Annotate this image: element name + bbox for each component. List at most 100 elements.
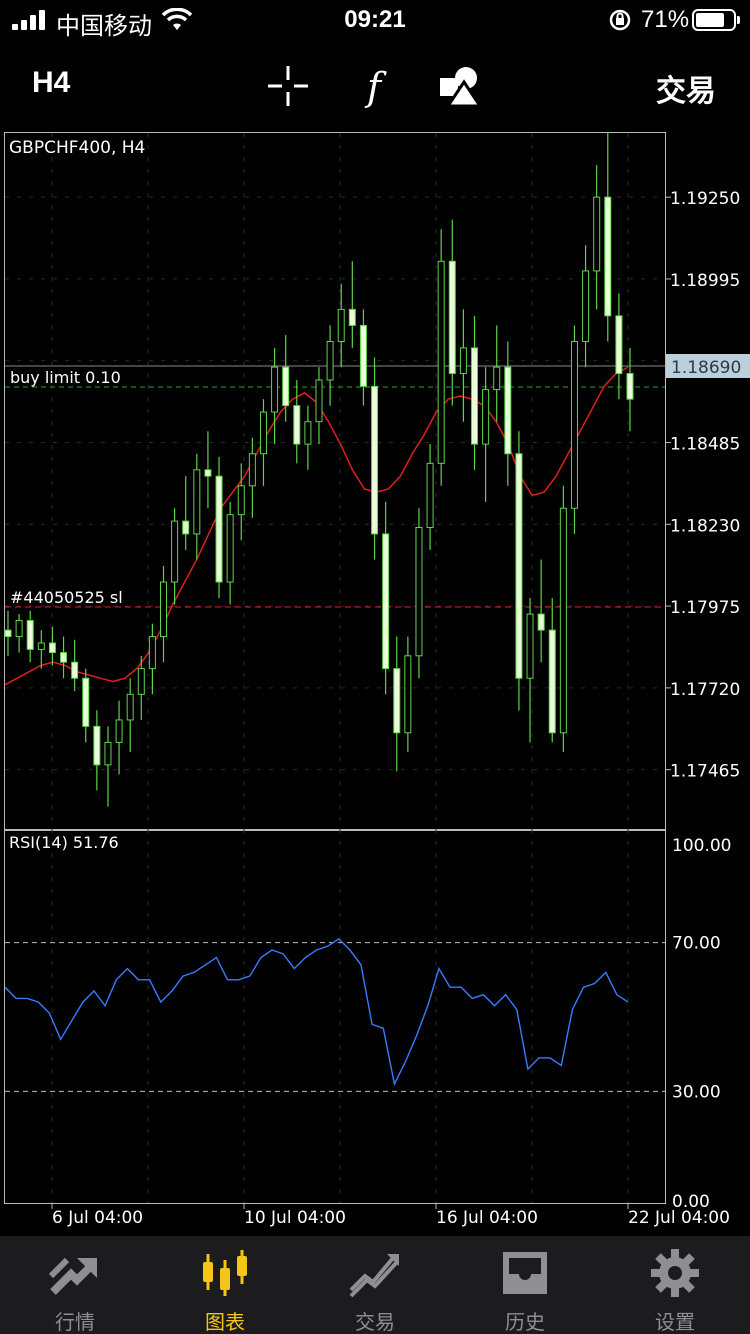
nav-chart[interactable]: 图表 [150,1236,300,1334]
battery-percent: 71% [641,6,690,33]
candle-body [448,260,456,375]
settings-icon [651,1249,699,1297]
price-tick-label: 1.17975 [670,598,740,618]
candle-body [426,462,434,529]
candle-body [126,693,134,721]
candle-body [615,315,623,375]
history-icon [503,1252,547,1294]
candle-body [304,421,312,445]
chart-title: GBPCHF400, H4 [9,138,145,158]
price-axis: 1.192501.189951.187401.184851.182301.179… [665,189,740,782]
candle-body [326,340,334,381]
trade-levels [5,365,665,608]
candle-body [93,725,101,766]
price-tick-label: 1.18485 [670,435,740,455]
trade-button[interactable]: 交易 [656,74,716,109]
candle-body [371,385,379,535]
battery-icon [692,9,740,31]
candle-body [148,636,156,670]
candle-body [137,668,145,695]
time-axis: 6 Jul 04:00 10 Jul 04:00 16 Jul 04:00 22 Ju… [51,1203,730,1228]
candle-body [393,668,401,734]
candle-body [315,379,323,423]
candle-body [4,629,12,638]
candle-body [504,366,512,455]
rsi-tick-label: 0.00 [672,1192,710,1212]
candle-body [215,475,223,583]
current-price: 1.18690 [671,358,741,378]
svg-text:f: f [364,65,387,109]
carrier-name: 中国移动 [56,12,152,40]
candle-body [382,533,390,670]
rsi-indicator [4,938,665,1092]
clock: 09:21 [344,6,406,33]
candle-body [559,507,567,734]
rsi-panel-frame [4,830,666,1204]
candle-body [493,366,501,391]
candle-body [182,520,190,535]
candle-body [482,389,490,445]
candle-body [459,347,467,375]
rsi-tick-label: 100.00 [672,836,731,856]
orientation-lock-icon [609,9,631,31]
shapes-icon[interactable] [436,62,484,110]
chart-grid [5,133,665,1203]
candle-body [115,719,123,743]
rsi-axis: 100.00 70.00 30.00 0.00 [672,836,731,1212]
candle-body [248,453,256,487]
nav-label-quotes: 行情 [55,1310,95,1334]
status-bar: 中国移动 09:21 71% [0,0,750,40]
candle-body [437,260,445,464]
candle-body [193,469,201,535]
candle-body [471,347,478,445]
buy-limit-label: buy limit 0.10 [10,368,121,387]
candle-body [271,366,279,413]
candle-body [60,652,68,663]
candle-body [282,366,290,407]
main-panel-frame [4,132,666,830]
stop-loss-label: #44050525 sl [10,588,123,607]
candle-body [526,613,534,679]
rsi-line [4,938,629,1087]
quotes-icon [48,1257,97,1295]
chart-area[interactable]: 1.192501.189951.187401.184851.182301.179… [0,128,750,1234]
crosshair-icon[interactable] [264,62,312,110]
price-tick-label: 1.17720 [670,680,740,700]
candle-body [604,196,612,317]
candle-body [226,514,234,583]
nav-history[interactable]: 历史 [450,1236,600,1334]
time-tick-label: 10 Jul 04:00 [244,1208,346,1228]
candle-body [415,527,423,657]
function-icon[interactable]: f [350,62,398,110]
candle-body [237,485,245,516]
candle-body [37,642,45,650]
candle-body [15,620,23,638]
nav-settings[interactable]: 设置 [600,1236,750,1334]
candle-body [259,411,267,455]
timeframe-button[interactable]: H4 [32,66,71,99]
candle-body [171,520,179,583]
candle-body [337,308,345,342]
chart-icon [203,1250,247,1296]
candle-body [593,196,601,272]
candle-body [348,308,356,326]
time-tick-label: 16 Jul 04:00 [436,1208,538,1228]
candle-body [359,324,367,387]
wifi-icon [162,8,192,30]
candles [4,133,634,807]
candle-body [404,655,412,734]
nav-quotes[interactable]: 行情 [0,1236,150,1334]
candle-body [570,340,578,509]
candle-body [48,642,56,654]
current-price-tag: 1.18690 [666,354,750,378]
trade-icon [349,1254,399,1298]
price-chart[interactable]: 1.192501.189951.187401.184851.182301.179… [0,128,750,1234]
chart-toolbar: H4 f 交易 [0,52,750,118]
nav-trade[interactable]: 交易 [300,1236,450,1334]
time-tick-label: 22 Jul 04:00 [628,1208,730,1228]
bottom-navigation: 行情 图表 交易 历史 [0,1236,750,1334]
candle-body [26,620,34,650]
candle-body [515,453,523,679]
price-tick-label: 1.18995 [670,271,740,291]
candle-body [537,613,545,631]
